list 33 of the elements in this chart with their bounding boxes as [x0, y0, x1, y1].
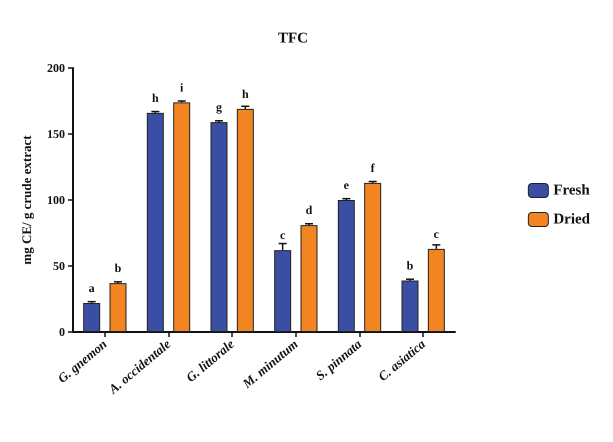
bar: [146, 112, 164, 332]
bar: [338, 200, 355, 332]
bar: [83, 302, 100, 332]
data-label: h: [152, 90, 159, 105]
data-label: h: [242, 86, 249, 101]
data-label: c: [434, 226, 440, 241]
bar: [401, 280, 418, 332]
bar: [110, 283, 127, 332]
y-tick-label: 50: [53, 259, 65, 273]
bar: [364, 182, 382, 332]
bar: [236, 108, 254, 332]
bar: [210, 122, 228, 332]
legend-label: Fresh: [553, 182, 590, 198]
bar: [428, 248, 445, 332]
bar: [300, 225, 318, 332]
bar: [274, 250, 292, 332]
y-tick-label: 150: [47, 127, 65, 141]
y-tick-label: 200: [47, 61, 65, 75]
data-label: b: [114, 261, 122, 276]
data-label: e: [344, 178, 350, 192]
y-tick-label: 100: [47, 193, 65, 207]
data-label: d: [306, 203, 313, 218]
data-label: g: [216, 100, 222, 114]
y-axis-title: mg CE/ g crude extract: [19, 134, 34, 265]
data-label: b: [406, 258, 414, 273]
bar: [173, 102, 190, 332]
legend-label: Dried: [553, 212, 591, 228]
chart-title: TFC: [278, 30, 308, 46]
y-tick-label: 0: [59, 325, 65, 339]
data-label: a: [88, 280, 95, 295]
data-label: c: [280, 228, 286, 242]
data-label: f: [370, 160, 376, 175]
data-label: i: [180, 80, 184, 94]
